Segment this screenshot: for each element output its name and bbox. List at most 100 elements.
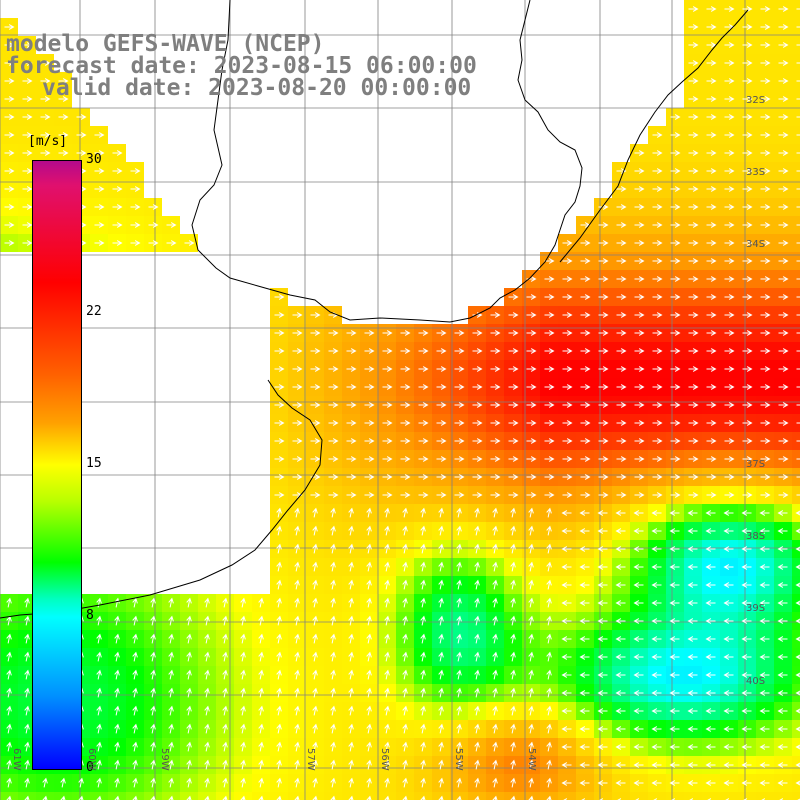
- field-cell: [792, 18, 800, 36]
- wind-arrow: [778, 114, 789, 120]
- wind-arrow: [490, 366, 501, 372]
- wind-arrow: [456, 687, 462, 698]
- field-cell: [630, 792, 648, 800]
- wind-arrow: [724, 168, 735, 174]
- wind-arrow: [40, 132, 51, 138]
- wind-arrow: [114, 597, 120, 608]
- wind-arrow: [474, 597, 480, 608]
- wind-arrow: [723, 600, 734, 606]
- wind-arrow: [706, 384, 717, 390]
- wind-arrow: [456, 633, 462, 644]
- wind-arrow: [597, 546, 608, 552]
- wind-arrow: [112, 168, 123, 174]
- wind-arrow: [454, 402, 465, 408]
- wind-arrow: [796, 368, 800, 370]
- wind-arrow: [348, 579, 354, 590]
- wind-arrow: [706, 420, 717, 426]
- field-cell: [180, 792, 198, 800]
- wind-arrow: [742, 150, 753, 156]
- wind-arrow: [759, 744, 770, 750]
- field-cell: [792, 378, 800, 396]
- wind-arrow: [580, 384, 591, 390]
- wind-arrow: [706, 258, 717, 264]
- wind-arrow: [546, 579, 552, 590]
- lat-label-34s: 34S: [746, 239, 766, 250]
- field-cell: [792, 288, 800, 306]
- wind-arrow: [705, 654, 716, 660]
- wind-arrow: [706, 366, 717, 372]
- wind-arrow: [705, 600, 716, 606]
- wind-arrow: [384, 561, 390, 572]
- wind-arrow: [723, 708, 734, 714]
- wind-arrow: [777, 708, 788, 714]
- wind-arrow: [384, 579, 390, 590]
- wind-arrow: [364, 348, 375, 354]
- wind-arrow: [96, 777, 102, 788]
- wind-arrow: [778, 240, 789, 246]
- wind-arrow: [24, 759, 30, 770]
- wind-arrow: [724, 474, 735, 480]
- wind-arrow: [546, 759, 552, 770]
- wind-arrow: [778, 42, 789, 48]
- wind-arrow: [778, 474, 789, 480]
- wind-arrow: [454, 438, 465, 444]
- wind-arrow: [112, 150, 123, 156]
- wind-arrow: [652, 222, 663, 228]
- wind-arrow: [346, 420, 357, 426]
- wind-arrow: [544, 492, 555, 498]
- wind-arrow: [615, 510, 626, 516]
- wind-arrow: [240, 687, 246, 698]
- wind-arrow: [24, 777, 30, 788]
- wind-arrow: [669, 762, 680, 768]
- wind-arrow: [454, 384, 465, 390]
- wind-arrow: [669, 528, 680, 534]
- wind-arrow: [150, 633, 156, 644]
- wind-arrow: [348, 741, 354, 752]
- wind-arrow: [310, 330, 321, 336]
- wind-arrow: [546, 651, 552, 662]
- wind-arrow: [474, 651, 480, 662]
- wind-arrow: [670, 222, 681, 228]
- wind-arrow: [204, 705, 210, 716]
- wind-arrow: [670, 294, 681, 300]
- wind-arrow: [438, 705, 444, 716]
- wind-arrow: [561, 780, 572, 786]
- wind-arrow: [528, 777, 534, 788]
- wind-arrow: [653, 798, 658, 800]
- wind-arrow: [418, 366, 429, 372]
- wind-arrow: [60, 777, 66, 788]
- wind-arrow: [24, 723, 30, 734]
- wind-arrow: [795, 600, 800, 606]
- wind-arrow: [168, 759, 174, 770]
- wind-arrow: [742, 420, 753, 426]
- wind-arrow: [348, 669, 354, 680]
- wind-arrow: [615, 690, 626, 696]
- wind-arrow: [364, 402, 375, 408]
- wind-arrow: [526, 312, 537, 318]
- field-cell: [756, 792, 774, 800]
- wind-arrow: [312, 543, 318, 554]
- wind-arrow: [688, 366, 699, 372]
- wind-arrow: [94, 240, 105, 246]
- wind-arrow: [492, 579, 498, 590]
- wind-arrow: [474, 615, 480, 626]
- wind-arrow: [706, 474, 717, 480]
- wind-arrow: [528, 669, 534, 680]
- wind-arrow: [562, 366, 573, 372]
- wind-arrow: [4, 96, 15, 102]
- wind-arrow: [240, 615, 246, 626]
- wind-arrow: [492, 669, 498, 680]
- wind-arrow: [348, 525, 354, 536]
- wind-arrow: [402, 777, 408, 788]
- field-cell: [306, 792, 324, 800]
- wind-arrow: [132, 777, 138, 788]
- field-cell: [432, 792, 450, 800]
- wind-arrow: [742, 276, 753, 282]
- wind-arrow: [759, 708, 770, 714]
- wind-arrow: [346, 366, 357, 372]
- wind-arrow: [546, 525, 552, 536]
- wind-arrow: [598, 348, 609, 354]
- wind-arrow: [168, 687, 174, 698]
- wind-arrow: [114, 687, 120, 698]
- wind-arrow: [24, 615, 30, 626]
